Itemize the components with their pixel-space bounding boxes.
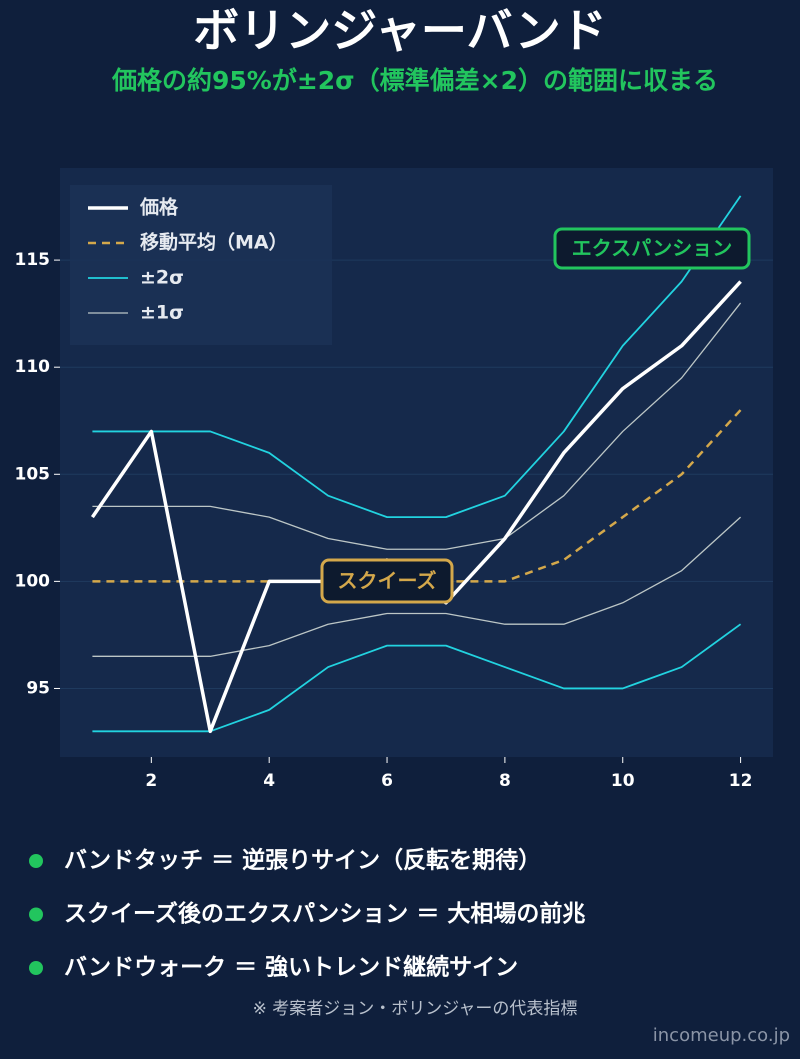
y-tick-label: 115 bbox=[15, 250, 51, 270]
legend-box bbox=[70, 185, 332, 345]
chart-title: ボリンジャーバンド bbox=[193, 4, 607, 58]
chart-subtitle: 価格の約95%が±2σ（標準偏差×2）の範囲に収まる bbox=[111, 66, 718, 95]
x-tick-label: 4 bbox=[263, 771, 275, 791]
watermark: incomeup.co.jp bbox=[653, 1025, 790, 1046]
note-text: バンドタッチ ＝ 逆張りサイン（反転を期待） bbox=[64, 847, 541, 874]
x-tick-label: 10 bbox=[611, 771, 635, 791]
legend-label: 価格 bbox=[139, 196, 179, 219]
series-line bbox=[92, 516, 742, 657]
x-tick-label: 12 bbox=[729, 771, 753, 791]
bullet bbox=[29, 854, 43, 868]
y-tick-label: 105 bbox=[15, 464, 51, 484]
series-line bbox=[92, 623, 742, 733]
x-tick-label: 8 bbox=[499, 771, 511, 791]
series-line bbox=[92, 302, 742, 550]
annotation-text: エクスパンション bbox=[572, 236, 732, 260]
x-tick-label: 2 bbox=[145, 771, 157, 791]
legend-label: ±2σ bbox=[140, 267, 184, 289]
footnote: ※ 考案者ジョン・ボリンジャーの代表指標 bbox=[253, 999, 578, 1019]
y-tick-label: 110 bbox=[15, 357, 51, 377]
note-text: バンドウォーク ＝ 強いトレンド継続サイン bbox=[64, 954, 518, 981]
bullet bbox=[29, 907, 43, 922]
legend-label: ±1σ bbox=[140, 302, 184, 324]
series-line bbox=[92, 195, 742, 519]
annotation-text: スクイーズ bbox=[338, 569, 437, 593]
x-tick-label: 6 bbox=[381, 771, 393, 791]
bullet bbox=[29, 961, 43, 975]
annotation-box bbox=[320, 558, 454, 604]
y-tick-label: 100 bbox=[15, 571, 51, 591]
annotation-box bbox=[553, 227, 751, 270]
note-text: スクイーズ後のエクスパンション ＝ 大相場の前兆 bbox=[64, 900, 585, 927]
legend-label: 移動平均（MA） bbox=[140, 231, 288, 254]
y-tick-label: 95 bbox=[26, 678, 50, 698]
